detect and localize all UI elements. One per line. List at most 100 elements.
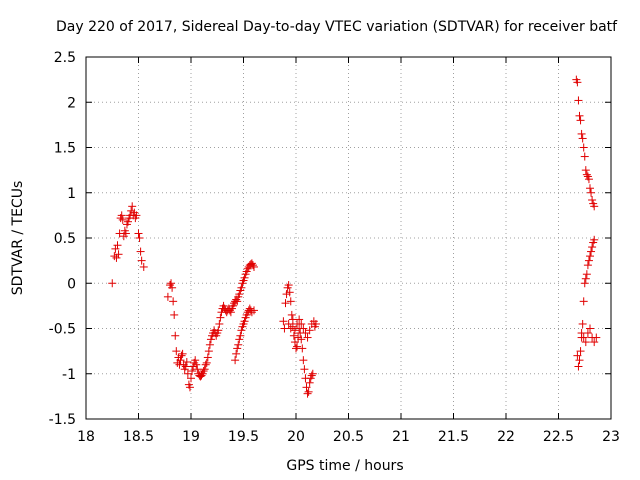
data-point xyxy=(204,347,213,356)
data-point xyxy=(171,331,180,340)
data-point xyxy=(243,264,252,273)
data-point xyxy=(284,281,293,290)
data-point xyxy=(117,211,126,220)
data-point xyxy=(299,324,308,333)
data-point xyxy=(287,310,296,319)
data-point xyxy=(308,369,317,378)
data-point xyxy=(581,274,590,283)
data-point xyxy=(231,356,240,365)
data-point xyxy=(236,331,245,340)
data-point xyxy=(248,261,257,270)
data-point xyxy=(176,356,185,365)
data-point xyxy=(225,306,234,315)
data-point xyxy=(297,319,306,328)
data-point xyxy=(245,304,254,313)
data-point xyxy=(285,288,294,297)
y-axis-label: SDTVAR / TECUs xyxy=(10,181,26,296)
data-point xyxy=(579,297,588,306)
data-point xyxy=(581,166,590,175)
data-point xyxy=(302,383,311,392)
data-point xyxy=(290,338,299,347)
x-tick-label: 18 xyxy=(77,429,95,445)
data-point xyxy=(590,338,599,347)
data-point xyxy=(124,217,132,226)
data-points xyxy=(108,75,601,398)
y-tick-label: 0.5 xyxy=(54,231,76,247)
data-point xyxy=(286,297,295,306)
data-point xyxy=(578,134,587,143)
data-point xyxy=(575,111,584,120)
y-tick-label: 1.5 xyxy=(54,141,76,157)
data-point xyxy=(132,211,141,220)
data-point xyxy=(574,362,583,371)
y-tick-label: 1 xyxy=(67,186,76,202)
data-point xyxy=(135,234,144,242)
data-point xyxy=(580,152,589,161)
data-point xyxy=(586,252,594,261)
data-point xyxy=(301,329,310,338)
data-point xyxy=(573,78,582,87)
data-point xyxy=(237,283,246,292)
data-point xyxy=(584,256,593,265)
data-point xyxy=(577,129,586,138)
data-point xyxy=(284,319,293,328)
data-point xyxy=(303,333,312,342)
data-point xyxy=(590,202,599,211)
data-point xyxy=(305,378,314,387)
chart-title: Day 220 of 2017, Sidereal Day-to-day VTE… xyxy=(56,19,618,35)
data-point xyxy=(286,324,295,333)
data-point xyxy=(193,365,202,374)
data-point xyxy=(226,308,235,317)
data-point xyxy=(583,261,592,270)
x-tick-label: 20 xyxy=(287,429,305,445)
data-point xyxy=(573,351,582,360)
data-point xyxy=(590,235,599,244)
data-point xyxy=(216,313,225,322)
data-point xyxy=(197,371,206,380)
data-point xyxy=(136,247,145,256)
data-point xyxy=(177,351,186,360)
data-point xyxy=(167,279,176,288)
data-point xyxy=(240,317,249,326)
x-tick-label: 22 xyxy=(497,429,515,445)
data-point xyxy=(113,241,122,250)
data-point xyxy=(574,96,583,105)
data-point xyxy=(181,362,190,371)
data-point xyxy=(139,262,148,271)
data-point xyxy=(232,349,241,358)
data-point xyxy=(289,331,298,340)
data-point xyxy=(202,358,211,367)
data-point xyxy=(586,324,594,333)
data-point xyxy=(250,306,258,315)
data-point xyxy=(168,283,177,292)
data-point xyxy=(588,195,597,204)
data-point xyxy=(588,243,597,252)
data-point xyxy=(108,279,117,288)
data-point xyxy=(163,292,172,301)
data-point xyxy=(247,308,256,317)
data-point xyxy=(578,319,587,328)
grid-lines xyxy=(86,57,611,419)
data-point xyxy=(191,356,200,365)
data-point xyxy=(233,297,242,306)
x-tick-label: 21.5 xyxy=(438,429,469,445)
data-point xyxy=(215,319,224,328)
data-point xyxy=(311,319,320,328)
x-tick-label: 19 xyxy=(182,429,200,445)
data-point xyxy=(576,116,585,125)
data-point xyxy=(579,333,588,342)
data-point xyxy=(240,273,249,282)
data-point xyxy=(583,329,592,338)
data-point xyxy=(128,202,137,211)
data-point xyxy=(203,353,212,362)
data-point xyxy=(300,365,309,374)
data-point xyxy=(281,299,290,308)
data-point xyxy=(182,357,191,366)
data-point xyxy=(192,360,201,369)
x-tick-label: 23 xyxy=(602,429,620,445)
data-point xyxy=(576,347,585,356)
x-tick-label: 21 xyxy=(392,429,410,445)
x-tick-label: 20.5 xyxy=(333,429,364,445)
data-point xyxy=(586,184,594,193)
